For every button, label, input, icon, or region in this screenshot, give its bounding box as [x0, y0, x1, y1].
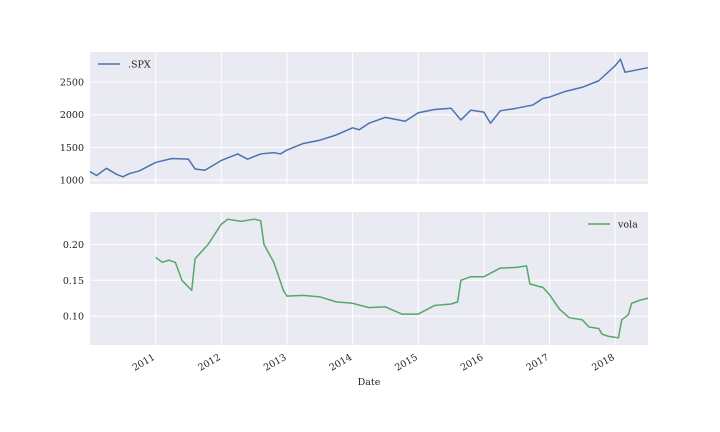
- x-tick-label: 2015: [393, 352, 419, 374]
- data-line: [155, 218, 649, 339]
- y-tick-label: 1000: [60, 176, 84, 187]
- x-tick-label: 2011: [131, 352, 157, 374]
- x-tick-label: 2014: [328, 352, 354, 374]
- y-tick-label: 0.10: [63, 312, 84, 323]
- y-tick-label: 2000: [60, 110, 84, 121]
- x-tick-label: 2016: [459, 352, 485, 374]
- y-tick-label: 0.20: [63, 240, 84, 251]
- legend-label: .SPX: [128, 60, 151, 71]
- y-tick-label: 2500: [60, 78, 84, 89]
- x-tick-label: 2012: [196, 352, 222, 374]
- data-line: [89, 58, 649, 178]
- x-axis-label: Date: [358, 377, 381, 388]
- x-tick-label: 2017: [525, 352, 551, 374]
- y-tick-label: 1500: [60, 143, 84, 154]
- plot-area: [90, 52, 648, 184]
- x-tick-label: 2018: [590, 352, 616, 374]
- legend-label: vola: [617, 220, 638, 231]
- y-tick-label: 0.15: [63, 276, 84, 287]
- plot-area: [90, 212, 648, 345]
- x-tick-label: 2013: [262, 352, 288, 374]
